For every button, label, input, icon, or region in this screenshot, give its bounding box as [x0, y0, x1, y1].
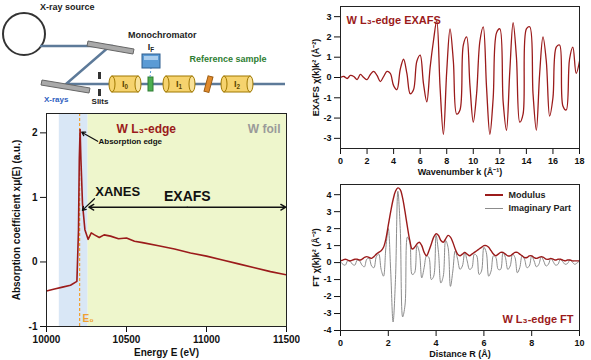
svg-text:1: 1 — [326, 240, 331, 250]
svg-text:0: 0 — [338, 156, 343, 166]
svg-text:-2: -2 — [323, 113, 331, 123]
svg-text:Distance R (Å): Distance R (Å) — [429, 349, 491, 359]
svg-text:11000: 11000 — [193, 334, 221, 345]
svg-text:E₀: E₀ — [83, 313, 94, 324]
svg-text:-3: -3 — [323, 308, 331, 318]
svg-text:4: 4 — [326, 190, 331, 200]
svg-text:-1: -1 — [323, 93, 331, 103]
svg-text:-3: -3 — [323, 133, 331, 143]
svg-text:16: 16 — [548, 156, 558, 166]
svg-text:2: 2 — [326, 224, 331, 234]
svg-text:0: 0 — [326, 72, 331, 82]
svg-text:W L₃-edge EXAFS: W L₃-edge EXAFS — [347, 14, 441, 26]
svg-text:Wavenumber k (Å⁻¹): Wavenumber k (Å⁻¹) — [418, 167, 503, 177]
svg-text:2: 2 — [32, 127, 38, 138]
svg-text:Absorption coefficient xμ(E) (: Absorption coefficient xμ(E) (a.u.) — [11, 140, 22, 301]
svg-text:I2: I2 — [234, 79, 241, 90]
svg-text:-1: -1 — [323, 274, 331, 284]
svg-text:I1: I1 — [176, 79, 183, 90]
svg-text:14: 14 — [521, 156, 531, 166]
svg-text:1: 1 — [32, 192, 38, 203]
svg-text:Reference sample: Reference sample — [189, 54, 266, 64]
svg-text:X-rays: X-rays — [44, 95, 69, 104]
svg-text:1: 1 — [326, 52, 331, 62]
svg-text:10500: 10500 — [113, 334, 141, 345]
html-text:Modulus: Modulus — [508, 190, 546, 200]
svg-text:8: 8 — [529, 338, 534, 348]
svg-text:-1: -1 — [29, 321, 38, 332]
svg-text:3: 3 — [326, 12, 331, 22]
svg-text:EXAFS χ(k)k² (Å⁻²): EXAFS χ(k)k² (Å⁻²) — [311, 39, 321, 117]
svg-text:X-ray source: X-ray source — [40, 2, 95, 12]
svg-text:Absorption edge: Absorption edge — [99, 137, 163, 146]
svg-text:2: 2 — [386, 338, 391, 348]
svg-text:2: 2 — [365, 156, 370, 166]
svg-text:0: 0 — [32, 256, 38, 267]
svg-text:8: 8 — [444, 156, 449, 166]
svg-text:-2: -2 — [323, 291, 331, 301]
svg-text:Energy E (eV): Energy E (eV) — [134, 347, 199, 358]
svg-text:W L₃-edge: W L₃-edge — [117, 122, 177, 136]
svg-text:Monochromator: Monochromator — [128, 30, 197, 40]
svg-text:10000: 10000 — [33, 334, 61, 345]
svg-text:EXAFS: EXAFS — [164, 188, 211, 204]
svg-text:18: 18 — [574, 156, 584, 166]
svg-text:W L₃-edge FT: W L₃-edge FT — [502, 313, 573, 325]
svg-text:3: 3 — [326, 207, 331, 217]
svg-text:10: 10 — [574, 338, 584, 348]
svg-text:FT χ(k)k² (Å⁻³): FT χ(k)k² (Å⁻³) — [311, 228, 321, 287]
svg-text:6: 6 — [481, 338, 486, 348]
svg-text:4: 4 — [391, 156, 396, 166]
svg-text:6: 6 — [418, 156, 423, 166]
svg-text:XANES: XANES — [95, 184, 140, 199]
svg-text:IF: IF — [148, 42, 155, 53]
svg-text:11500: 11500 — [273, 334, 300, 345]
svg-text:Slits: Slits — [92, 97, 109, 105]
svg-text:12: 12 — [495, 156, 505, 166]
html-text:Imaginary Part: Imaginary Part — [508, 203, 571, 213]
svg-text:0: 0 — [326, 257, 331, 267]
svg-text:I0: I0 — [122, 79, 129, 90]
svg-text:-4: -4 — [323, 325, 331, 335]
svg-text:2: 2 — [326, 32, 331, 42]
svg-text:0: 0 — [338, 338, 343, 348]
svg-text:4: 4 — [434, 338, 439, 348]
svg-text:W foil: W foil — [248, 122, 281, 136]
svg-text:10: 10 — [468, 156, 478, 166]
